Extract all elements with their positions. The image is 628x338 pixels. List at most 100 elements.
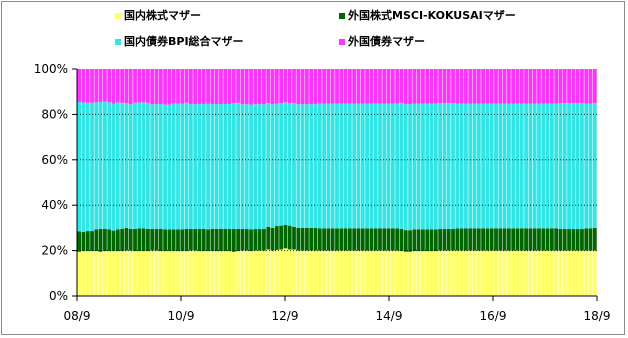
bar-segment-s0-m74 xyxy=(395,250,400,296)
bar-segment-s2-m86 xyxy=(446,103,451,230)
bar-segment-s2-m37 xyxy=(236,102,241,229)
bar-segment-s2-m120 xyxy=(592,103,597,228)
bar-segment-s0-m75 xyxy=(399,251,404,296)
bar-segment-s3-m118 xyxy=(584,69,589,104)
bar-segment-s0-m118 xyxy=(584,250,589,296)
bar-segment-s2-m54 xyxy=(309,104,314,228)
bar-segment-s0-m72 xyxy=(386,250,391,296)
bar-segment-s1-m17 xyxy=(150,229,155,251)
bar-segment-s1-m3 xyxy=(90,231,94,252)
bar-segment-s1-m63 xyxy=(348,228,352,251)
bar-segment-s0-m10 xyxy=(120,251,125,296)
bar-segment-s2-m69 xyxy=(373,103,378,229)
bar-segment-s2-m38 xyxy=(240,104,245,230)
bar-segment-s0-m39 xyxy=(244,250,249,296)
bar-segment-s3-m79 xyxy=(416,69,421,104)
bar-segment-s2-m98 xyxy=(498,103,503,229)
bar-segment-s1-m57 xyxy=(322,228,326,251)
bar-segment-s0-m67 xyxy=(365,250,369,296)
bar-segment-s2-m97 xyxy=(494,103,498,229)
bar-segment-s3-m50 xyxy=(292,69,296,104)
bar-segment-s1-m53 xyxy=(305,227,309,251)
bar-segment-s0-m12 xyxy=(128,250,133,296)
bar-segment-s0-m26 xyxy=(188,250,193,296)
bar-segment-s1-m118 xyxy=(584,228,589,251)
bar-segment-s3-m32 xyxy=(214,69,219,104)
bar-segment-s0-m83 xyxy=(433,251,438,296)
bar-segment-s2-m90 xyxy=(464,103,468,229)
bar-segment-s2-m110 xyxy=(549,103,554,229)
bar-segment-s1-m88 xyxy=(455,228,460,251)
bar-segment-s3-m18 xyxy=(154,69,159,105)
bar-segment-s2-m68 xyxy=(369,103,374,229)
bar-segment-s2-m3 xyxy=(90,102,94,232)
bar-segment-s0-m119 xyxy=(588,250,593,296)
bar-segment-s0-m48 xyxy=(283,248,288,296)
bar-segment-s0-m15 xyxy=(141,251,146,296)
bar-segment-s2-m82 xyxy=(429,103,434,230)
bar-segment-s1-m51 xyxy=(296,227,301,251)
bar-segment-s1-m31 xyxy=(210,228,215,252)
bar-segment-s1-m83 xyxy=(433,229,438,252)
bar-segment-s2-m42 xyxy=(257,104,262,230)
bar-segment-s0-m7 xyxy=(107,251,112,296)
bar-segment-s3-m35 xyxy=(227,69,232,104)
bar-segment-s2-m85 xyxy=(442,103,447,230)
legend-swatch-1 xyxy=(339,13,345,19)
bar-segment-s3-m119 xyxy=(588,69,593,104)
bar-segment-s1-m38 xyxy=(240,229,245,251)
bar-segment-s2-m8 xyxy=(111,103,116,231)
bar-segment-s2-m25 xyxy=(184,102,189,229)
bar-segment-s0-m96 xyxy=(489,250,494,296)
bar-segment-s1-m14 xyxy=(137,228,142,252)
x-tick-label-1: 10/9 xyxy=(168,309,195,323)
bar-segment-s3-m111 xyxy=(554,69,559,104)
bar-segment-s1-m111 xyxy=(554,228,559,251)
bar-segment-s3-m1 xyxy=(81,69,86,103)
bar-segment-s0-m25 xyxy=(184,251,189,296)
bar-segment-s3-m67 xyxy=(365,69,369,104)
bar-segment-s0-m44 xyxy=(266,249,271,296)
bar-segment-s3-m8 xyxy=(111,69,116,104)
bar-segment-s2-m26 xyxy=(188,104,193,230)
bar-segment-s0-m92 xyxy=(472,250,477,296)
bar-segment-s1-m98 xyxy=(498,228,503,251)
bar-segment-s2-m18 xyxy=(154,104,159,230)
bar-segment-s0-m117 xyxy=(580,250,584,296)
bar-segment-s2-m84 xyxy=(438,103,443,230)
bar-segment-s0-m57 xyxy=(322,250,326,296)
bar-segment-s2-m56 xyxy=(317,103,322,229)
bar-segment-s2-m66 xyxy=(360,103,365,229)
bar-segment-s1-m2 xyxy=(85,231,90,252)
bar-segment-s0-m80 xyxy=(421,251,425,296)
bar-segment-s2-m31 xyxy=(210,103,215,229)
bar-segment-s2-m7 xyxy=(107,102,112,230)
bar-segment-s2-m61 xyxy=(339,103,344,229)
bar-segment-s3-m110 xyxy=(549,69,554,104)
bar-segment-s3-m34 xyxy=(223,69,228,104)
bar-segment-s0-m33 xyxy=(219,251,223,296)
bar-segment-s3-m80 xyxy=(421,69,425,104)
bar-segment-s2-m24 xyxy=(180,103,185,230)
bar-segment-s0-m55 xyxy=(313,250,318,296)
bar-segment-s3-m26 xyxy=(188,69,193,105)
bar-segment-s1-m8 xyxy=(111,230,116,252)
bar-segment-s3-m58 xyxy=(326,69,331,104)
bar-segment-s2-m112 xyxy=(558,103,563,230)
bar-segment-s3-m22 xyxy=(171,69,176,104)
bar-segment-s0-m37 xyxy=(236,251,241,296)
bar-segment-s0-m22 xyxy=(171,251,176,296)
bar-segment-s0-m112 xyxy=(558,250,563,296)
bar-segment-s0-m86 xyxy=(446,250,451,296)
bar-segment-s2-m47 xyxy=(279,103,284,226)
bar-segment-s0-m69 xyxy=(373,250,378,296)
bar-segment-s3-m99 xyxy=(502,69,507,104)
bar-segment-s0-m50 xyxy=(292,249,296,296)
bar-segment-s3-m53 xyxy=(305,69,309,105)
bar-segment-s2-m55 xyxy=(313,104,318,228)
bar-segment-s2-m0 xyxy=(77,101,82,232)
bar-segment-s3-m72 xyxy=(386,69,391,104)
bar-segment-s0-m53 xyxy=(305,250,309,296)
bar-segment-s1-m79 xyxy=(416,229,421,252)
bar-segment-s0-m38 xyxy=(240,250,245,296)
